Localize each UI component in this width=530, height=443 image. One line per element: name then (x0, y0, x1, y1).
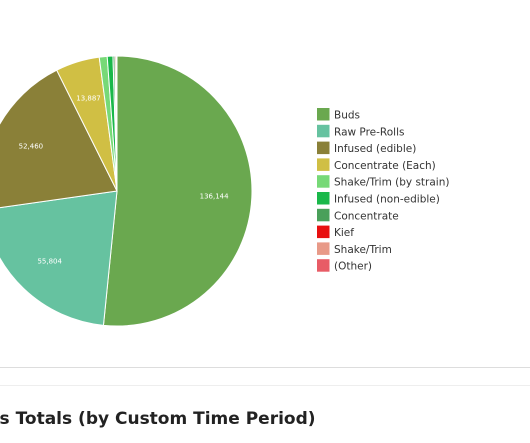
legend-swatch[interactable] (317, 175, 330, 188)
section-title: es Totals (by Custom Time Period) (0, 409, 316, 429)
section-divider-secondary (0, 385, 530, 386)
chart-legend: Buds Raw Pre-Rolls Infused (edible) Concent… (317, 108, 449, 273)
legend-label[interactable]: Infused (non-edible) (334, 194, 440, 206)
legend-swatch[interactable] (317, 158, 330, 171)
section-divider (0, 367, 530, 368)
slice-value-label: 55,804 (37, 258, 62, 266)
pie-chart: 136,144 55,804 52,460 13,887 Buds Raw Pre-Ro… (0, 55, 449, 327)
legend-label[interactable]: Infused (edible) (334, 143, 416, 155)
slice-value-label: 136,144 (200, 192, 229, 200)
pie-slice-0[interactable] (102, 55, 253, 327)
legend-swatch[interactable] (317, 259, 330, 272)
pie-slice-2[interactable] (0, 69, 118, 210)
legend-label[interactable]: Raw Pre-Rolls (334, 126, 404, 138)
pie-slice-1[interactable] (0, 190, 118, 326)
legend-swatch[interactable] (317, 124, 330, 138)
legend-label[interactable]: Concentrate (Each) (334, 160, 436, 172)
slice-value-label: 52,460 (19, 142, 44, 150)
legend-swatch[interactable] (317, 141, 330, 155)
pie-slices (0, 55, 253, 327)
slice-value-label: 13,887 (76, 95, 101, 103)
legend-swatch[interactable] (317, 192, 330, 205)
legend-label[interactable]: Kief (334, 227, 354, 239)
legend-label[interactable]: Shake/Trim (334, 244, 392, 256)
legend-label[interactable]: Concentrate (334, 210, 399, 222)
legend-swatch[interactable] (317, 242, 330, 255)
legend-swatch[interactable] (317, 108, 330, 121)
legend-swatch[interactable] (317, 225, 330, 239)
legend-swatch[interactable] (317, 208, 330, 222)
legend-label[interactable]: (Other) (334, 261, 372, 273)
legend-label[interactable]: Buds (334, 110, 360, 122)
pie-slice-labels: 136,144 55,804 52,460 13,887 (19, 95, 229, 266)
legend-label[interactable]: Shake/Trim (by strain) (334, 177, 449, 189)
